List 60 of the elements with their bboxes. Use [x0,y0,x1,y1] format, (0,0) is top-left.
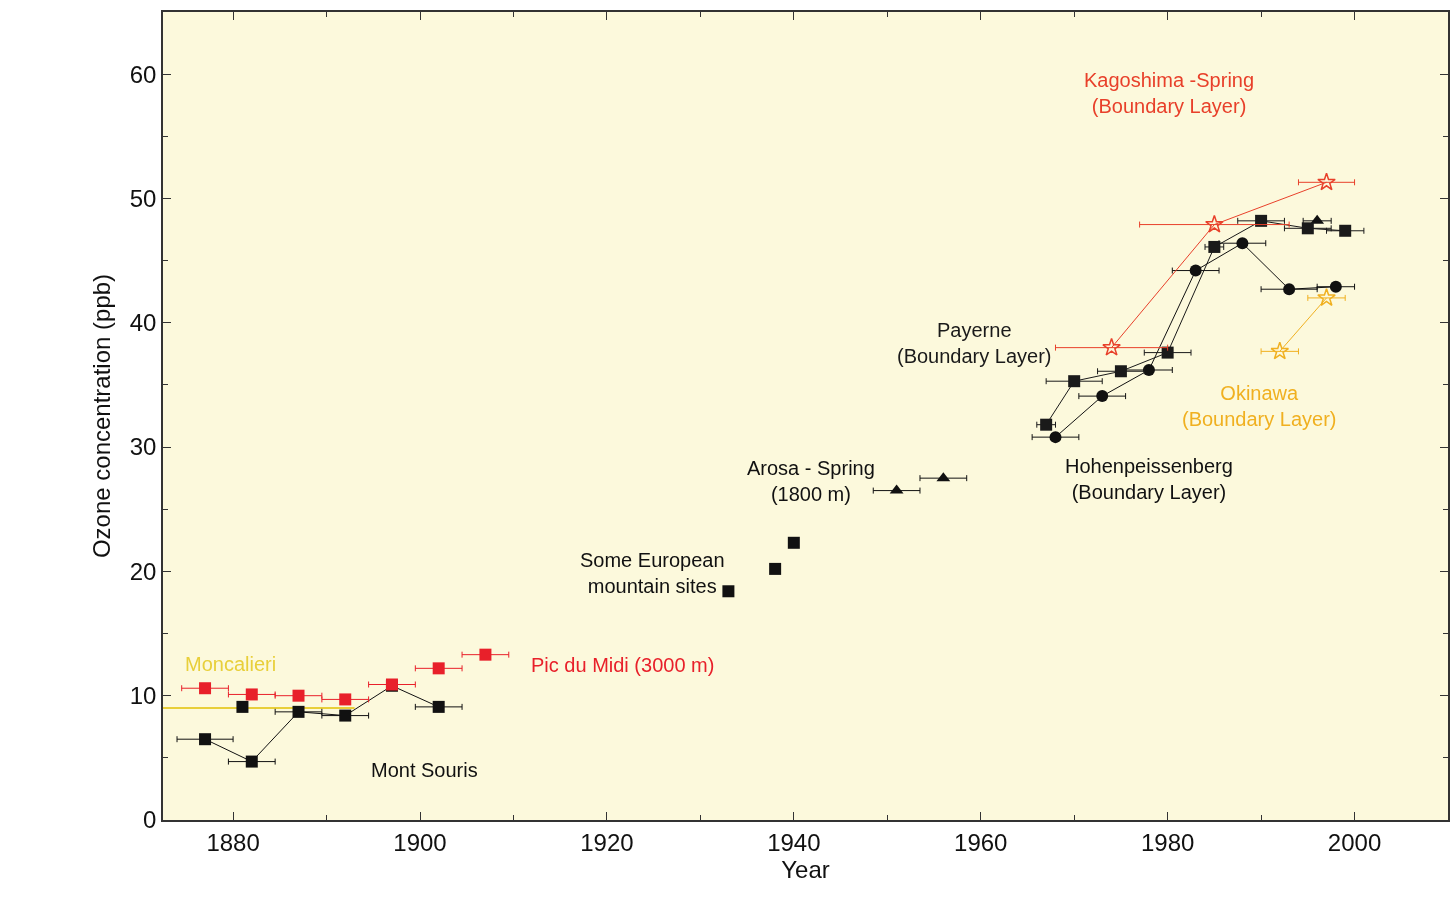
text: Mont Souris [371,759,478,781]
x-tick-label: 1960 [954,828,1008,856]
point [292,705,305,718]
point [1283,283,1296,296]
point [199,682,212,695]
series-label: Moncalieri [185,653,277,675]
point [432,700,445,713]
point [339,709,352,722]
point [1329,280,1342,293]
point [1236,237,1249,250]
x-tick-label: 1920 [580,828,634,856]
y-tick-label: 60 [129,60,157,88]
text: Kagoshima -Spring (Boundary Layer) [1084,69,1255,117]
point [1317,288,1336,307]
point [1142,364,1155,376]
x-axis-title: Year [781,855,830,883]
x-tick-label: 1900 [393,828,447,856]
point [236,700,249,713]
y-tick-label: 20 [129,557,157,585]
point [245,755,258,768]
x-tick-label: 2000 [1327,828,1382,856]
point [339,693,352,706]
point [1339,224,1352,237]
series-label: Pic du Midi (3000 m) [531,654,715,676]
point [1114,365,1127,378]
point [722,585,735,598]
series-label: Payerne (Boundary Layer) [897,319,1052,367]
y-tick-label: 30 [129,433,157,461]
point [1317,172,1336,191]
series-label: Arosa - Spring (1800 m) [747,457,875,505]
point [1040,418,1053,431]
series-label: Hohenpeissenberg (Boundary Layer) [1065,455,1233,503]
x-tick-label: 1940 [767,828,821,856]
point [787,536,800,549]
y-tick-label: 0 [143,806,157,834]
point [1255,214,1268,227]
point [769,562,782,575]
point [432,662,445,675]
point [199,733,212,746]
point [245,688,258,701]
point [292,689,305,702]
point [1208,240,1221,253]
point [1049,431,1062,444]
y-tick-label: 40 [129,309,157,337]
y-axis-title: Ozone concentration (ppb) [88,273,116,559]
y-tick-label: 50 [129,184,157,212]
point [1161,346,1174,359]
x-tick-label: 1980 [1140,828,1195,856]
text: Okinawa (Boundary Layer) [1182,382,1337,430]
point [1301,222,1314,235]
point [1204,214,1224,233]
point [1270,341,1290,360]
point [1102,337,1121,356]
x-tick-label: 1880 [206,828,260,856]
point [1096,390,1109,403]
point [1189,264,1202,277]
point [479,648,492,661]
series-label: Some European mountain sites [580,549,725,597]
y-tick-label: 10 [129,682,157,710]
point [1068,375,1081,388]
